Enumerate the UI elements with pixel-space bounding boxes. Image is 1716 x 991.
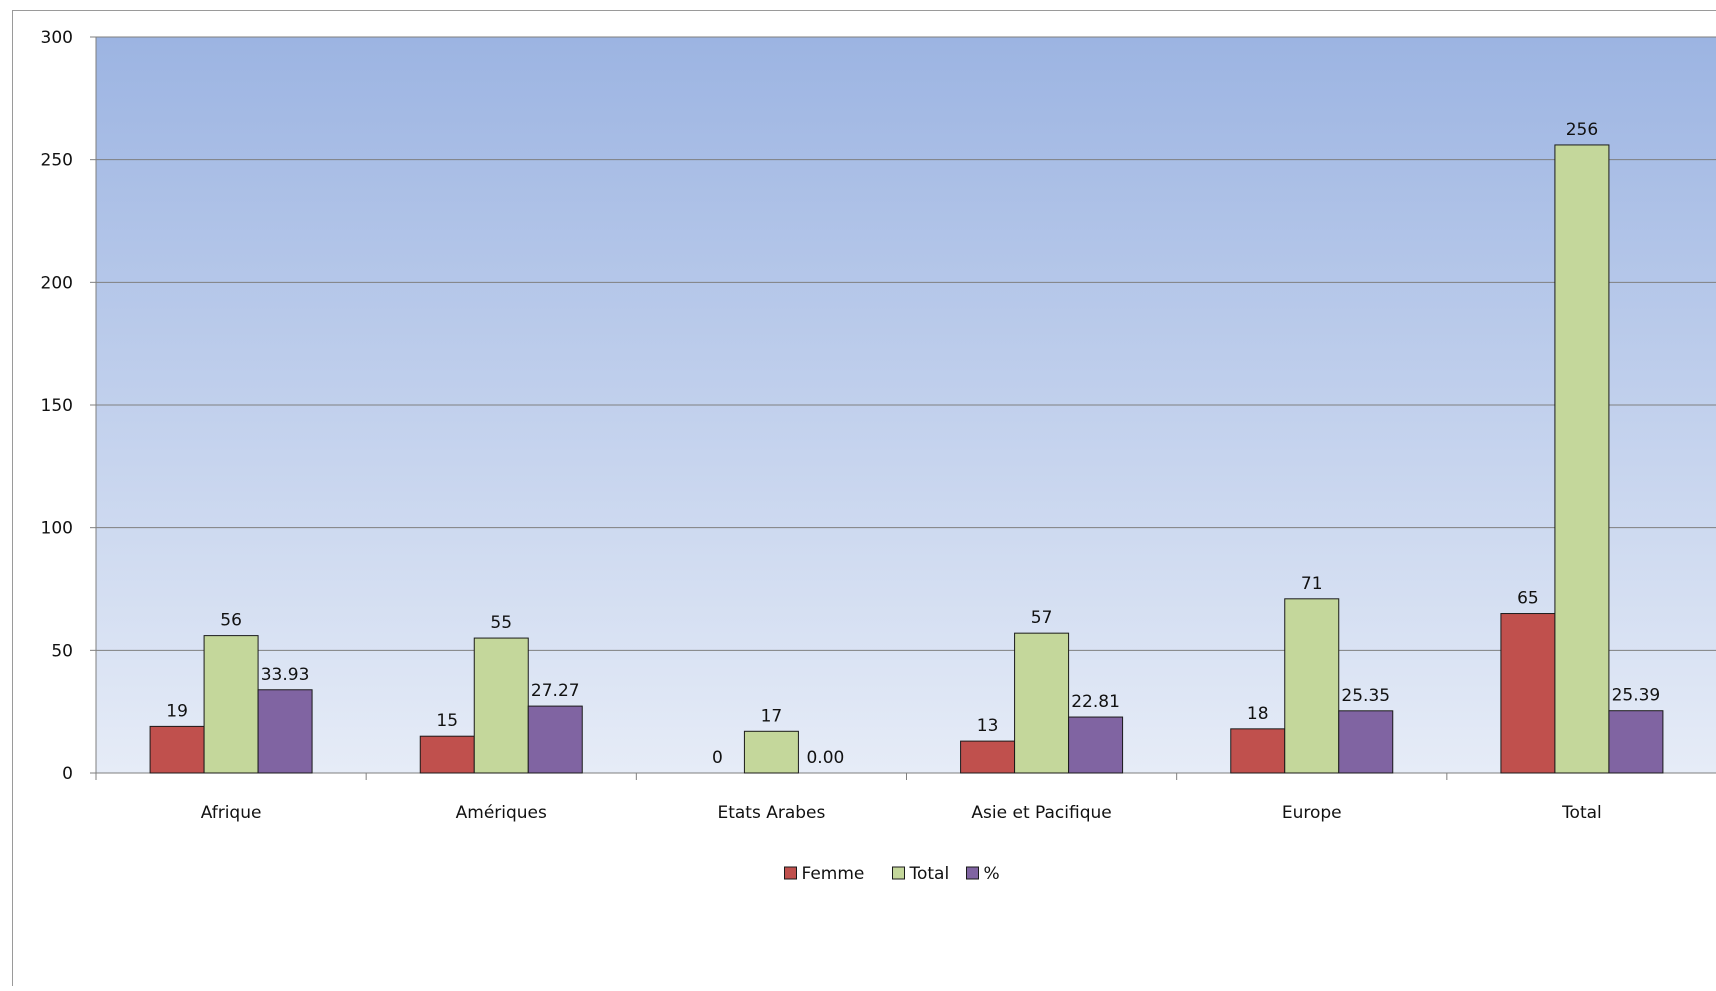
bar xyxy=(257,689,313,774)
data-label: 15 xyxy=(436,711,458,731)
legend-swatch xyxy=(784,866,797,880)
bar xyxy=(419,735,475,774)
y-tick-label: 300 xyxy=(41,28,73,48)
bar xyxy=(1338,710,1394,774)
bar xyxy=(527,705,583,774)
data-label: 25.35 xyxy=(1341,686,1390,706)
data-label: 56 xyxy=(220,611,242,631)
data-label: 19 xyxy=(166,701,188,721)
y-tick-label: 250 xyxy=(41,151,73,171)
data-label: 0 xyxy=(712,748,723,768)
x-tick-label: Europe xyxy=(1282,803,1342,823)
chart-frame: 0 50 100 150 200 250 300 Afrique Amériques Etats … xyxy=(12,10,1716,986)
x-tick-label: Amériques xyxy=(456,803,547,823)
data-label: 0.00 xyxy=(806,748,844,768)
x-tick-label: Total xyxy=(1561,803,1602,823)
data-label: 18 xyxy=(1247,704,1269,724)
bar xyxy=(149,725,205,774)
bar xyxy=(960,740,1016,774)
data-label: 22.81 xyxy=(1071,692,1120,712)
data-label: 65 xyxy=(1517,589,1539,609)
x-tick-label: Afrique xyxy=(201,803,262,823)
bars xyxy=(149,144,1664,774)
y-tick-label: 100 xyxy=(41,519,73,539)
bar xyxy=(203,635,259,774)
bar xyxy=(743,730,799,774)
data-label: 27.27 xyxy=(531,681,580,701)
data-label: 71 xyxy=(1301,574,1323,594)
legend-label: Femme xyxy=(802,864,865,884)
legend-label: Total xyxy=(909,864,950,884)
bar xyxy=(473,637,529,774)
x-tick-label: Etats Arabes xyxy=(717,803,825,823)
bar xyxy=(1284,598,1340,774)
y-tick-label: 50 xyxy=(51,641,73,661)
legend: Femme Total% xyxy=(784,864,1000,884)
data-label: 256 xyxy=(1566,120,1598,140)
legend-label: % xyxy=(984,864,1000,884)
bar xyxy=(1014,632,1070,774)
y-tick-label: 200 xyxy=(41,273,73,293)
bar xyxy=(1500,613,1556,774)
data-label: 13 xyxy=(977,716,999,736)
legend-swatch xyxy=(966,866,979,880)
data-label: 33.93 xyxy=(261,665,310,685)
data-label: 57 xyxy=(1031,608,1053,628)
x-tick-label: Asie et Pacifique xyxy=(971,803,1111,823)
legend-swatch xyxy=(892,866,905,880)
bar xyxy=(1068,716,1124,774)
y-tick-label: 0 xyxy=(62,764,73,784)
data-label: 55 xyxy=(490,613,512,633)
bar xyxy=(1608,710,1664,774)
data-label: 25.39 xyxy=(1612,686,1661,706)
gridlines xyxy=(96,36,1716,651)
bar xyxy=(1230,728,1286,774)
bar xyxy=(1554,144,1610,774)
y-tick-label: 150 xyxy=(41,396,73,416)
data-labels: 19 56 33.93 15 55 27.27 0 17 0.00 13 57 22.81 18 71 25… xyxy=(166,120,1660,768)
data-label: 17 xyxy=(761,706,783,726)
